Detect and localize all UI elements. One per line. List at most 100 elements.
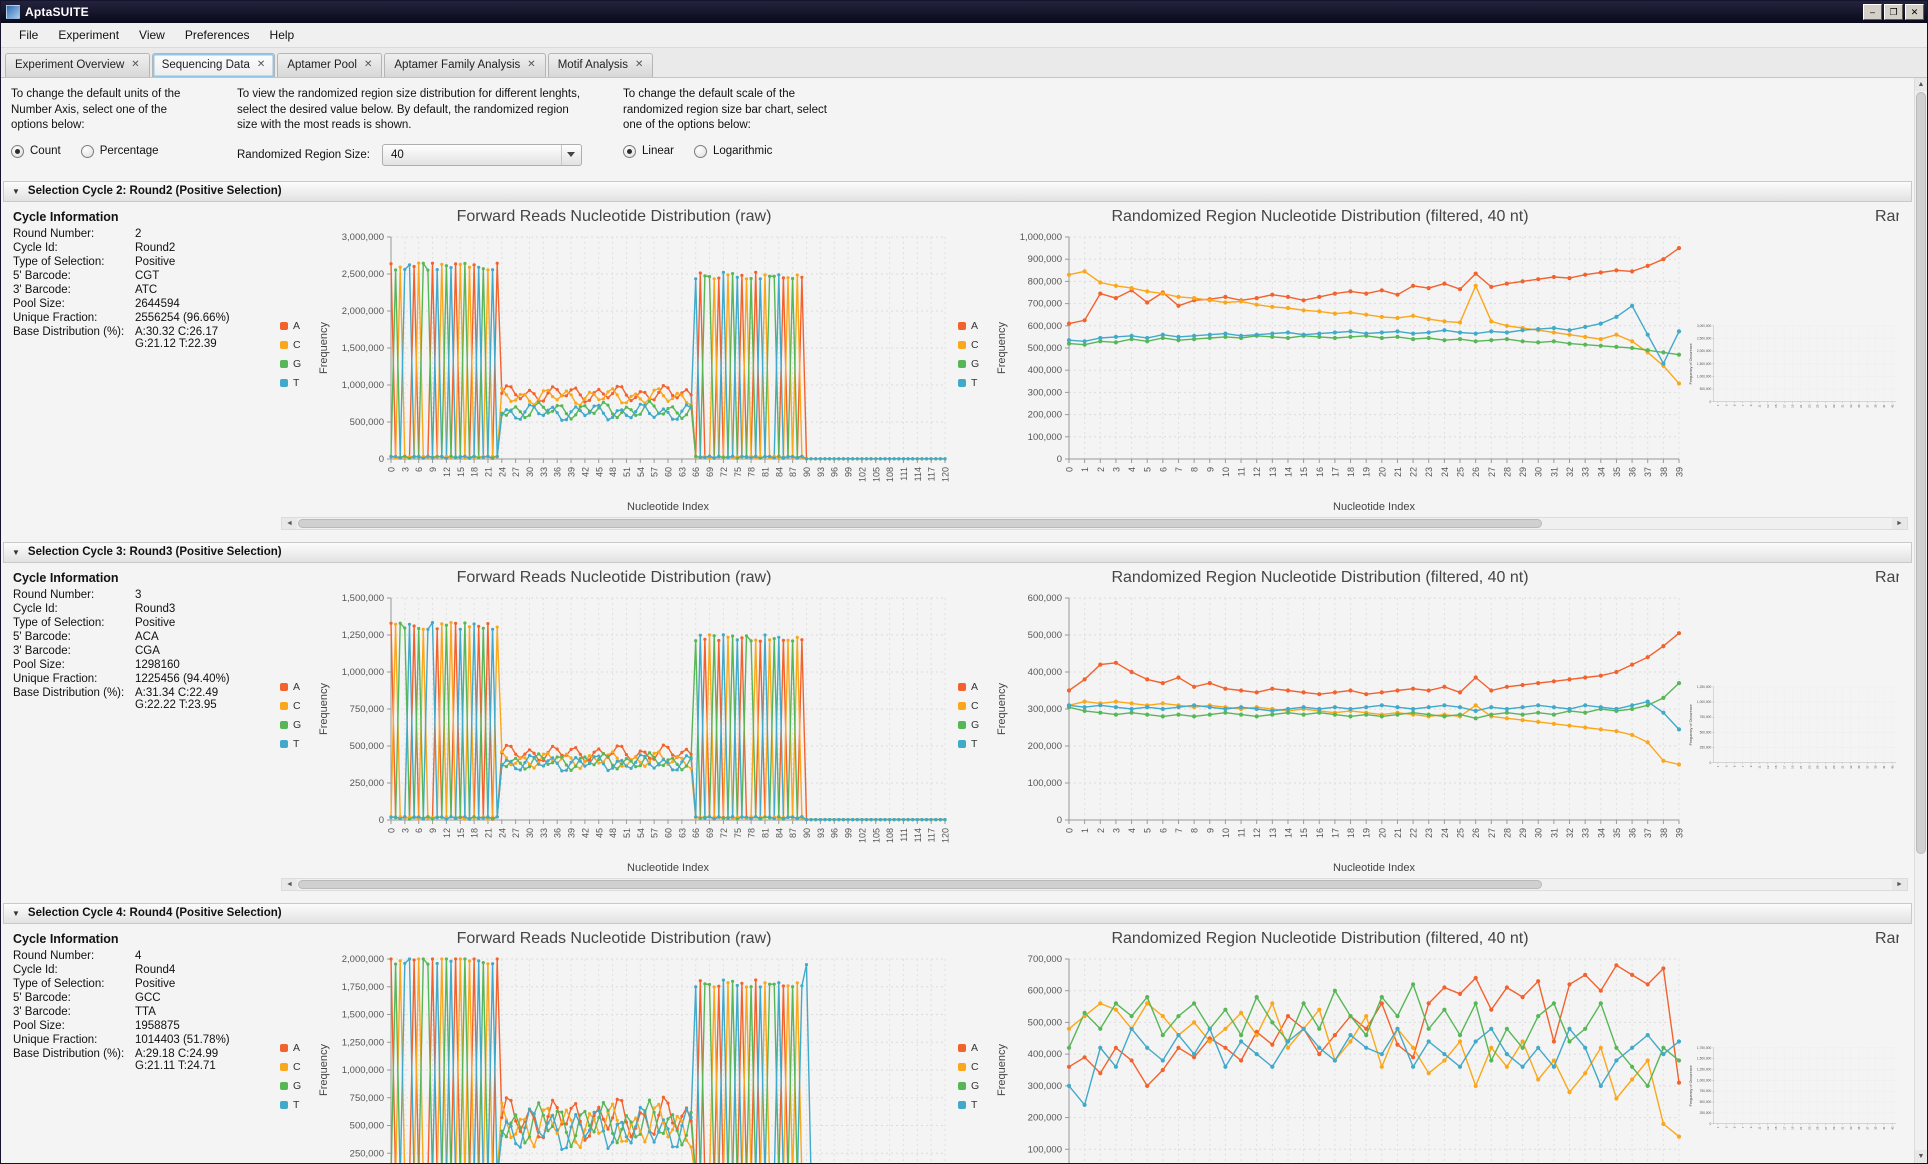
legend-marker-icon [280,683,288,692]
svg-text:1,500,000: 1,500,000 [1697,361,1712,365]
scroll-up-arrow-icon[interactable]: ▲ [1914,78,1927,91]
scroll-down-arrow-icon[interactable]: ▼ [1914,1150,1927,1163]
size-distribution-chart-plot: 0 250,000 500,000 750,000 1,000,000 1,250,000… [1689,684,1897,769]
horizontal-scroll-thumb[interactable] [298,879,1543,889]
legend-marker-icon [280,1082,288,1091]
svg-text:24: 24 [1440,828,1450,838]
legend-item-label: G [293,719,302,732]
scroll-left-arrow-icon[interactable]: ◄ [282,878,297,890]
svg-text:5: 5 [1143,467,1153,472]
svg-text:500,000: 500,000 [350,1120,384,1131]
svg-text:9: 9 [1205,828,1215,833]
randomized-region-chart: Randomized Region Nucleotide Distributio… [953,205,1687,515]
cycle-info-value: 2644594 [135,297,180,310]
menu-item-experiment[interactable]: Experiment [58,28,120,42]
cycle-info-label: Unique Fraction: [13,1033,98,1046]
svg-text:39: 39 [1874,765,1878,769]
cycle-info-value: 1298160 [135,658,180,671]
menu-item-preferences[interactable]: Preferences [184,28,250,42]
cycle-info-row: 5' Barcode: ACA [13,631,230,645]
tab-close-icon[interactable]: ✕ [527,59,536,70]
svg-text:17: 17 [1782,1126,1786,1130]
section-header[interactable]: ▼ Selection Cycle 2: Round2 (Positive Se… [3,180,1912,202]
cycle-info-row: Type of Selection: Positive [13,617,230,631]
svg-text:35: 35 [1857,1126,1861,1130]
svg-text:7: 7 [1741,1126,1745,1128]
tab-close-icon[interactable]: ✕ [364,59,373,70]
svg-text:1,250,000: 1,250,000 [1697,684,1712,688]
cycle-info-value: CGT [135,269,160,282]
scale-option-group: To change the default scale of the rando… [623,87,837,166]
cycle-info-label: Unique Fraction: [13,672,98,685]
tab-experiment-overview[interactable]: Experiment Overview ✕ [5,53,150,77]
minimize-button[interactable]: – [1863,4,1882,20]
section-header[interactable]: ▼ Selection Cycle 4: Round4 (Positive Se… [3,902,1912,924]
scroll-right-arrow-icon[interactable]: ► [1892,517,1907,529]
tab-aptamer-pool[interactable]: Aptamer Pool ✕ [277,53,383,77]
legend-item-a: A [280,1042,313,1054]
forward-reads-chart-title: Forward Reads Nucleotide Distribution (r… [456,929,772,947]
svg-text:96: 96 [830,828,840,838]
cycle-info-label: Cycle Id: [13,602,58,615]
svg-text:23: 23 [1807,404,1811,408]
svg-text:11: 11 [1237,828,1247,837]
title-bar[interactable]: AptaSUITE – ❐ ✕ [1,1,1927,23]
svg-text:114: 114 [913,828,923,842]
svg-text:11: 11 [1237,467,1247,476]
horizontal-scroll-thumb[interactable] [298,518,1543,528]
horizontal-scroll-track[interactable] [297,518,1892,529]
radio-button-icon[interactable] [11,144,24,158]
svg-text:36: 36 [553,467,563,477]
maximize-button[interactable]: ❐ [1884,4,1903,20]
legend-marker-icon [958,1082,966,1091]
svg-text:3,000,000: 3,000,000 [342,232,384,243]
tab-aptamer-family-analysis[interactable]: Aptamer Family Analysis ✕ [384,53,546,77]
menu-item-view[interactable]: View [139,28,165,42]
svg-text:27: 27 [1487,828,1497,838]
menu-item-help[interactable]: Help [269,28,295,42]
vertical-scroll-thumb[interactable] [1916,92,1926,855]
svg-text:750,000: 750,000 [350,704,384,715]
svg-text:57: 57 [650,828,660,838]
horizontal-scrollbar[interactable]: ◄ ► [281,516,1908,530]
tab-close-icon[interactable]: ✕ [635,59,644,70]
size-distribution-chart: Rar 0 250,000 500,000 750,000 1,000,000 1,250,… [1687,927,1899,1163]
horizontal-scroll-track[interactable] [297,879,1892,890]
scale-radio-linear[interactable]: Linear [623,144,674,158]
region-size-combobox[interactable]: 40 [381,143,582,166]
svg-text:87: 87 [788,467,798,477]
radio-button-icon[interactable] [80,144,94,158]
scroll-right-arrow-icon[interactable]: ► [1892,878,1907,890]
radio-button-icon[interactable] [693,144,707,158]
svg-text:99: 99 [844,467,854,477]
horizontal-scrollbar[interactable]: ◄ ► [281,877,1908,891]
svg-text:20: 20 [1377,467,1387,477]
svg-text:81: 81 [760,467,770,477]
svg-text:10: 10 [1221,467,1231,477]
svg-text:39: 39 [1675,828,1685,838]
menu-item-file[interactable]: File [19,28,39,42]
chevron-down-icon[interactable] [560,144,581,165]
svg-text:21: 21 [483,467,493,477]
cycle-info-title: Cycle Information [13,570,119,585]
scale-radio-logarithmic[interactable]: Logarithmic [693,144,772,158]
svg-text:1,500,000: 1,500,000 [342,343,384,354]
vertical-scroll-track[interactable] [1915,91,1927,1150]
units-radio-percentage[interactable]: Percentage [80,144,159,158]
tab-close-icon[interactable]: ✕ [256,59,266,70]
radio-button-icon[interactable] [623,144,636,158]
svg-text:600,000: 600,000 [1028,320,1062,331]
close-button[interactable]: ✕ [1905,4,1924,20]
tab-sequencing-data[interactable]: Sequencing Data ✕ [151,53,276,77]
legend-marker-icon [280,740,288,749]
tab-close-icon[interactable]: ✕ [131,59,140,70]
section-header[interactable]: ▼ Selection Cycle 3: Round3 (Positive Se… [3,541,1912,563]
legend-item-c: C [958,700,991,712]
scroll-left-arrow-icon[interactable]: ◄ [282,517,297,529]
tab-motif-analysis[interactable]: Motif Analysis ✕ [547,53,654,77]
svg-text:43: 43 [1890,765,1894,769]
vertical-scrollbar[interactable]: ▲ ▼ [1914,78,1927,1163]
units-radio-count[interactable]: Count [11,144,61,158]
cycle-info-label: Base Distribution (%): [13,1047,125,1060]
